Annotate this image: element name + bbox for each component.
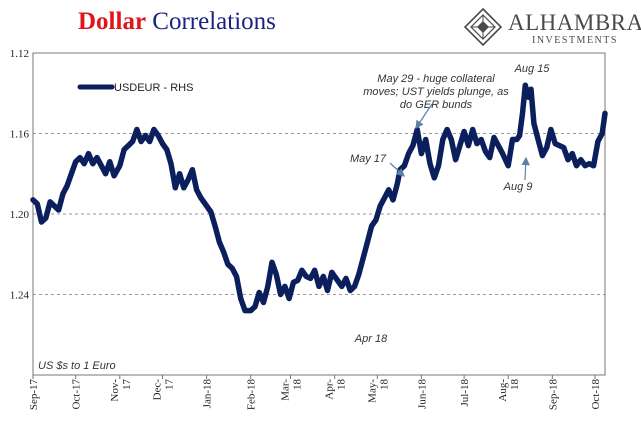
logo-subtitle: INVESTMENTS (532, 35, 618, 46)
annotation-text: May 17 (350, 153, 387, 165)
x-tick-label-group: May- 18 (366, 379, 390, 403)
legend: USDEUR - RHS (77, 82, 193, 94)
title-part-1: Dollar (78, 8, 147, 35)
x-tick-label-group: Mar- 18 (280, 379, 304, 401)
usdeur-series-line (30, 82, 608, 314)
x-tick-label-group: Oct-17 (71, 379, 83, 410)
x-tick-label: 17 (121, 379, 133, 391)
y-tick-label: 1.24 (10, 290, 30, 302)
x-tick-label: 17 (163, 379, 175, 391)
x-tick-label: Jun-18 (416, 379, 428, 409)
series-layer (30, 82, 608, 314)
x-axis: Sep-17 Oct-17 Nov- 17 Dec- 17 Jan-18 Feb-18 Mar-… (28, 375, 602, 410)
x-tick-label-group: Jun-18 (416, 379, 428, 409)
units-note: US $s to 1 Euro (38, 360, 116, 372)
alhambra-logo: ALHAMBRA INVESTMENTS (462, 6, 641, 48)
annotation-arrow (389, 162, 405, 177)
x-tick-label: Jan-18 (202, 379, 214, 409)
x-tick-label: Dec- (151, 379, 163, 401)
x-tick-label: Nov- (109, 379, 121, 402)
x-tick-label: Apr- (324, 379, 336, 400)
x-tick-label-group: Oct-18 (590, 379, 602, 410)
x-tick-label-group: Apr- 18 (324, 379, 348, 400)
legend-label: USDEUR - RHS (114, 82, 193, 94)
annotation-text: Aug 9 (503, 181, 533, 193)
x-tick-label: Feb-18 (246, 379, 258, 411)
x-tick-label-group: Sep-18 (547, 379, 559, 411)
annotation-text: May 29 - huge collateral (377, 73, 495, 85)
annotation-arrow (415, 103, 433, 129)
x-tick-label: Oct-18 (590, 379, 602, 410)
annotation-arrow (521, 156, 530, 181)
title-part-2: Correlations (152, 8, 276, 35)
x-tick-label: Aug- (497, 379, 509, 402)
annotation-text: do GER bunds (400, 99, 473, 111)
x-tick-label-group: Jan-18 (202, 379, 214, 409)
x-tick-label-group: Aug- 18 (497, 379, 521, 402)
x-tick-label-group: Dec- 17 (151, 379, 175, 401)
x-tick-label: Jul-18 (459, 379, 471, 407)
x-tick-label: 18 (378, 379, 390, 391)
diamond-lattice-icon (464, 8, 502, 46)
x-tick-label-group: Nov- 17 (109, 379, 133, 402)
y-tick-label: 1.12 (10, 48, 29, 60)
x-tick-label: Mar- (280, 379, 292, 401)
y-tick-label: 1.16 (10, 129, 30, 141)
logo-name: ALHAMBRA (508, 10, 641, 35)
y-tick-label: 1.20 (10, 209, 30, 221)
annotation-text: moves; UST yields plunge, as (363, 86, 509, 98)
x-tick-label: 18 (336, 379, 348, 391)
x-tick-label: Sep-17 (28, 379, 40, 411)
x-tick-label-group: Feb-18 (246, 379, 258, 411)
x-tick-label: Sep-18 (547, 379, 559, 411)
x-tick-label: Oct-17 (71, 379, 83, 410)
annotation-text: Aug 15 (514, 63, 551, 75)
gridlines (33, 133, 605, 295)
x-tick-label: May- (366, 379, 378, 403)
x-tick-label-group: Jul-18 (459, 379, 471, 407)
x-tick-label: 18 (292, 379, 304, 391)
annotation-text: Apr 18 (354, 333, 388, 345)
chart-title: Dollar Correlations (78, 8, 276, 36)
x-tick-label: 18 (509, 379, 521, 391)
y-axis: 1.12 1.16 1.20 1.24 (10, 48, 30, 302)
x-tick-label-group: Sep-17 (28, 379, 40, 411)
plot-area-frame (32, 52, 606, 376)
